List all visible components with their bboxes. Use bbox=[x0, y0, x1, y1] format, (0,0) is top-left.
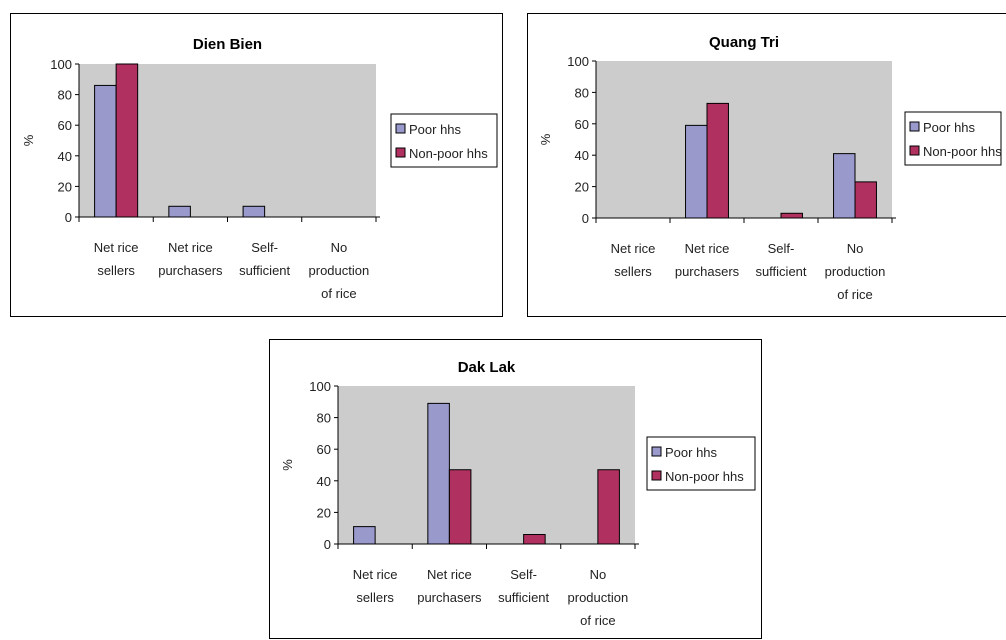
y-tick-label: 20 bbox=[58, 179, 72, 194]
x-tick-label: purchasers bbox=[675, 264, 740, 279]
plot-area bbox=[338, 386, 635, 544]
y-tick-label: 80 bbox=[58, 88, 72, 103]
y-tick-label: 80 bbox=[317, 411, 331, 426]
legend-swatch bbox=[910, 122, 919, 131]
chart-title: Quang Tri bbox=[709, 34, 779, 51]
bar bbox=[855, 182, 876, 218]
x-tick-label: sellers bbox=[97, 263, 135, 278]
y-axis-label: % bbox=[538, 133, 553, 145]
x-tick-label: Self- bbox=[251, 240, 278, 255]
bar bbox=[116, 64, 138, 217]
bar bbox=[834, 154, 855, 218]
bar bbox=[781, 213, 802, 218]
legend-label: Poor hhs bbox=[923, 120, 976, 135]
legend-swatch bbox=[652, 447, 661, 456]
x-tick-label: sellers bbox=[614, 264, 652, 279]
bar bbox=[686, 125, 707, 218]
legend-label: Non-poor hhs bbox=[409, 146, 488, 161]
chart-title: Dien Bien bbox=[193, 36, 262, 53]
x-tick-label: production bbox=[309, 263, 370, 278]
x-tick-label: Net rice bbox=[685, 241, 730, 256]
chart-svg-quang-tri: Quang Tri 0 20 40 60 80 100% Net rice sellers Net… bbox=[528, 14, 1006, 318]
legend-label: Non-poor hhs bbox=[923, 144, 1002, 159]
x-tick-label: Net rice bbox=[353, 567, 398, 582]
y-tick-label: 0 bbox=[324, 537, 331, 552]
y-tick-label: 60 bbox=[317, 442, 331, 457]
legend-swatch bbox=[396, 124, 405, 133]
chart-svg-dien-bien: Dien Bien 0 20 40 60 80 100% Net rice sellers Net… bbox=[11, 14, 504, 318]
x-tick-label: Net rice bbox=[427, 567, 472, 582]
x-tick-label: sufficient bbox=[498, 590, 549, 605]
x-tick-label: purchasers bbox=[158, 263, 223, 278]
y-tick-label: 100 bbox=[309, 379, 331, 394]
bar bbox=[449, 470, 471, 544]
y-tick-label: 100 bbox=[50, 57, 72, 72]
bar bbox=[243, 206, 265, 217]
y-tick-label: 40 bbox=[575, 148, 589, 163]
x-tick-label: sufficient bbox=[239, 263, 290, 278]
legend-label: Poor hhs bbox=[409, 122, 462, 137]
x-tick-label: sellers bbox=[356, 590, 394, 605]
chart-panel-dak-lak: Dak Lak 0 20 40 60 80 100% Net rice sellers Net r… bbox=[269, 339, 762, 639]
x-tick-label: of rice bbox=[321, 286, 356, 301]
x-tick-label: No bbox=[331, 240, 348, 255]
bar bbox=[707, 103, 728, 218]
y-axis-label: % bbox=[21, 134, 36, 146]
chart-panel-quang-tri: Quang Tri 0 20 40 60 80 100% Net rice sellers Net… bbox=[527, 13, 1006, 317]
bar bbox=[598, 470, 620, 544]
bar bbox=[169, 206, 191, 217]
y-tick-label: 60 bbox=[58, 118, 72, 133]
x-tick-label: Net rice bbox=[611, 241, 656, 256]
chart-panel-dien-bien: Dien Bien 0 20 40 60 80 100% Net rice sellers Net… bbox=[10, 13, 503, 317]
chart-title: Dak Lak bbox=[458, 359, 516, 376]
bar bbox=[95, 85, 117, 217]
x-tick-label: No bbox=[847, 241, 864, 256]
x-tick-label: purchasers bbox=[417, 590, 482, 605]
legend-swatch bbox=[652, 471, 661, 480]
x-tick-label: of rice bbox=[837, 287, 872, 302]
legend-label: Poor hhs bbox=[665, 445, 718, 460]
y-tick-label: 0 bbox=[582, 211, 589, 226]
x-tick-label: Net rice bbox=[168, 240, 213, 255]
legend-swatch bbox=[910, 146, 919, 155]
y-tick-label: 20 bbox=[317, 505, 331, 520]
x-tick-label: No bbox=[590, 567, 607, 582]
y-axis-label: % bbox=[280, 459, 295, 471]
x-tick-label: Self- bbox=[510, 567, 537, 582]
x-tick-label: production bbox=[568, 590, 629, 605]
chart-svg-dak-lak: Dak Lak 0 20 40 60 80 100% Net rice sellers Net r… bbox=[270, 340, 763, 640]
bar bbox=[524, 535, 546, 544]
x-tick-label: Self- bbox=[768, 241, 795, 256]
legend-label: Non-poor hhs bbox=[665, 469, 744, 484]
x-tick-label: Net rice bbox=[94, 240, 139, 255]
y-tick-label: 0 bbox=[65, 210, 72, 225]
x-tick-label: of rice bbox=[580, 613, 615, 628]
x-tick-label: sufficient bbox=[755, 264, 806, 279]
y-tick-label: 80 bbox=[575, 85, 589, 100]
y-tick-label: 20 bbox=[575, 180, 589, 195]
x-tick-label: production bbox=[825, 264, 886, 279]
y-tick-label: 40 bbox=[58, 149, 72, 164]
y-tick-label: 100 bbox=[567, 54, 589, 69]
y-tick-label: 60 bbox=[575, 117, 589, 132]
legend-swatch bbox=[396, 148, 405, 157]
bar bbox=[354, 527, 376, 544]
y-tick-label: 40 bbox=[317, 474, 331, 489]
bar bbox=[428, 403, 450, 544]
